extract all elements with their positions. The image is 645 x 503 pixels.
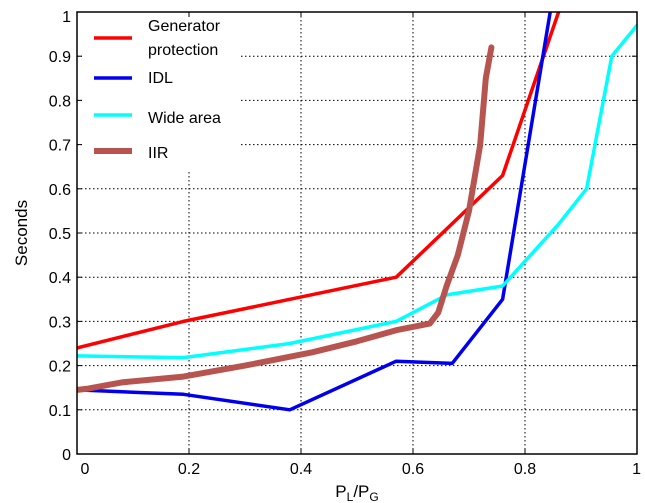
y-axis-label: Seconds	[12, 200, 31, 266]
x-axis-label-sub-l: L	[347, 490, 354, 503]
x-tick-label-0: 0	[81, 461, 90, 478]
y-tick-label-1: 0.1	[49, 403, 71, 420]
y-tick-label-9: 0.9	[49, 49, 71, 66]
y-tick-label-2: 0.2	[49, 359, 71, 376]
x-axis-label-sub-g: G	[369, 490, 378, 503]
x-tick-label-3: 0.6	[402, 461, 424, 478]
x-axis-label-slash: /P	[353, 482, 369, 501]
legend-box	[82, 14, 240, 170]
x-tick-label-5: 1	[632, 461, 641, 478]
series-line-2	[77, 23, 637, 360]
x-tick-label-2: 0.4	[290, 461, 312, 478]
series-line-1	[77, 12, 552, 412]
x-axis-label: PL/PG	[335, 482, 378, 503]
y-tick-label-10: 1	[62, 9, 71, 26]
y-tick-label-4: 0.4	[49, 270, 71, 287]
legend-label-0-0: Generator	[148, 18, 221, 35]
legend: Generator protection IDL Wide area IIR	[82, 14, 240, 170]
series-line-3	[77, 44, 495, 393]
legend-label-3-0: IIR	[148, 145, 168, 162]
legend-label-0-1: protection	[148, 42, 218, 59]
y-tick-label-0: 0	[62, 447, 71, 464]
legend-label-1-0: IDL	[148, 70, 173, 87]
tick-labels: 0 0.2 0.4 0.6 0.8 1 0 0.1 0.2 0.3 0.4 0.5 0.6 0.7 0.8 0…	[49, 9, 641, 478]
series-line-0	[77, 12, 561, 350]
y-tick-label-5: 0.5	[49, 226, 71, 243]
y-tick-label-8: 0.8	[49, 93, 71, 110]
x-tick-label-4: 0.8	[514, 461, 536, 478]
x-axis-label-main: P	[335, 482, 346, 501]
y-tick-label-6: 0.6	[49, 182, 71, 199]
legend-label-2-0: Wide area	[148, 110, 221, 127]
series-lines	[77, 12, 637, 412]
y-tick-label-3: 0.3	[49, 314, 71, 331]
y-tick-label-7: 0.7	[49, 138, 71, 155]
x-tick-label-1: 0.2	[178, 461, 200, 478]
